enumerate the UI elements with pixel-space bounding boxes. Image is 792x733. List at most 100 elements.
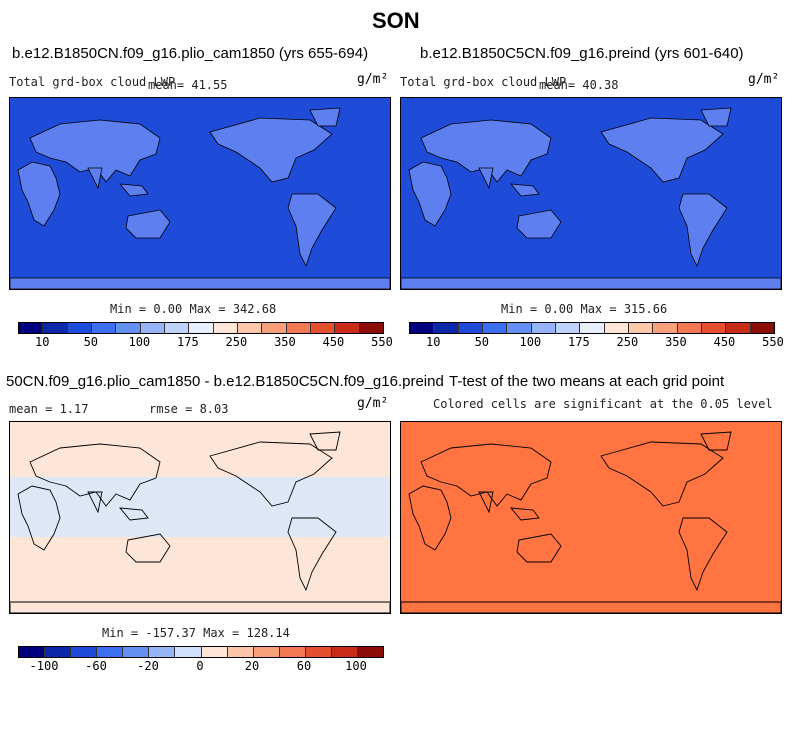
panel4-map [400, 421, 782, 614]
colorbar-swatch [149, 647, 176, 657]
panel3-title: 50CN.f09_g16.plio_cam1850 - b.e12.B1850C… [6, 373, 444, 390]
colorbar-tick-label: 0 [196, 659, 204, 673]
colorbar-tick-label: -60 [85, 659, 107, 673]
colorbar-tick-label: 450 [322, 335, 345, 349]
continent-outline [209, 117, 333, 183]
panel3-rmse: rmse = 8.03 [149, 402, 229, 416]
continent-outline [118, 507, 149, 521]
continent-outline [510, 183, 540, 197]
colorbar-swatch [140, 323, 165, 333]
continent-outline [87, 167, 103, 190]
colorbar-swatch [286, 323, 311, 333]
panel4-map-svg [401, 422, 781, 613]
panel2-map [400, 97, 782, 290]
panel2-units: g/m² [748, 72, 780, 87]
colorbar-swatch [750, 323, 774, 333]
panel2-variable: Total grd-box cloud LWP [400, 75, 567, 89]
colorbar-swatch [253, 647, 280, 657]
continent-outline [678, 193, 728, 268]
colorbar-swatch [677, 323, 702, 333]
colorbar-swatch [116, 323, 141, 333]
panel2-mean: mean= 40.38 [539, 78, 619, 92]
continent-outline [119, 183, 149, 197]
colorbar-swatch [262, 323, 287, 333]
continent-outline [420, 443, 552, 507]
continent-outline [678, 517, 728, 592]
continent-outline [10, 601, 390, 613]
continent-outline [401, 601, 781, 613]
colorbar-swatch [701, 323, 727, 333]
panel3-map [9, 421, 391, 614]
colorbar-swatch [335, 323, 360, 333]
colorbar-swatch [237, 323, 263, 333]
colorbar-tick-label: 100 [345, 659, 367, 673]
colorbar-tick-label: 250 [225, 335, 248, 349]
colorbar-swatch [189, 323, 214, 333]
panel4-title: T-test of the two means at each grid poi… [449, 373, 725, 390]
colorbar-swatch [410, 323, 435, 333]
colorbar-swatch [359, 323, 383, 333]
panel3-units: g/m² [357, 396, 389, 411]
colorbar-tick-label: 100 [519, 335, 542, 349]
continent-outline [408, 161, 452, 227]
continent-outline [600, 117, 724, 183]
colorbar-swatch [358, 647, 384, 657]
panel1-colorbar [18, 322, 384, 334]
colorbar-swatch [458, 323, 483, 333]
colorbar-tick-label: 50 [474, 335, 490, 349]
continent-outline [420, 119, 552, 183]
panel3-minmax: Min = -157.37 Max = 128.14 [102, 626, 290, 640]
panel2-minmax: Min = 0.00 Max = 315.66 [501, 302, 668, 316]
colorbar-swatch [43, 323, 68, 333]
colorbar-tick-label: -20 [137, 659, 159, 673]
continent-outline [516, 209, 562, 239]
panel4-subtitle: Colored cells are significant at the 0.0… [433, 397, 773, 411]
colorbar-swatch [628, 323, 654, 333]
continent-outline [309, 107, 341, 127]
colorbar-swatch [310, 323, 336, 333]
colorbar-swatch [67, 323, 92, 333]
panel4-continents [401, 431, 781, 613]
page-title: SON [372, 8, 420, 33]
panel1-variable: Total grd-box cloud LWP [9, 75, 176, 89]
continent-outline [700, 107, 732, 127]
panel3-mean: mean = 1.17 [9, 402, 89, 416]
colorbar-swatch [175, 647, 202, 657]
continent-outline [287, 517, 337, 592]
colorbar-tick-label: 10 [35, 335, 50, 349]
panel1-mean: mean= 41.55 [148, 78, 228, 92]
colorbar-swatch [305, 647, 332, 657]
continent-outline [309, 431, 341, 451]
colorbar-swatch [604, 323, 629, 333]
panel1-map-svg [10, 98, 390, 289]
continent-outline [509, 507, 540, 521]
colorbar-swatch [279, 647, 306, 657]
panel2-colorbar-labels: 10 50 100 175 250 350 450 550 [409, 335, 784, 351]
colorbar-tick-label: 100 [128, 335, 151, 349]
panel1-title: b.e12.B1850CN.f09_g16.plio_cam1850 (yrs … [12, 45, 369, 62]
panel1-continents [10, 107, 390, 289]
panel1-colorbar-labels: 10 50 100 175 250 350 450 550 [18, 335, 393, 351]
panel2-colorbar [409, 322, 775, 334]
panel2-map-svg [401, 98, 781, 289]
colorbar-tick-label: 20 [244, 659, 260, 673]
colorbar-swatch [123, 647, 150, 657]
colorbar-swatch [201, 647, 228, 657]
panel1-map [9, 97, 391, 290]
colorbar-swatch [45, 647, 72, 657]
continent-outline [17, 485, 61, 551]
colorbar-tick-label: 350 [274, 335, 296, 349]
colorbar-swatch [71, 647, 98, 657]
colorbar-swatch [19, 647, 46, 657]
continent-outline [600, 441, 724, 507]
continent-outline [125, 209, 171, 239]
continent-outline [408, 485, 452, 551]
colorbar-tick-label: 550 [371, 335, 393, 349]
colorbar-tick-label: 60 [296, 659, 312, 673]
continent-outline [700, 431, 732, 451]
continent-outline [29, 443, 161, 507]
panel1-units: g/m² [357, 72, 389, 87]
panel3-continents [10, 431, 390, 613]
continent-outline [287, 193, 337, 268]
colorbar-swatch [331, 647, 359, 657]
